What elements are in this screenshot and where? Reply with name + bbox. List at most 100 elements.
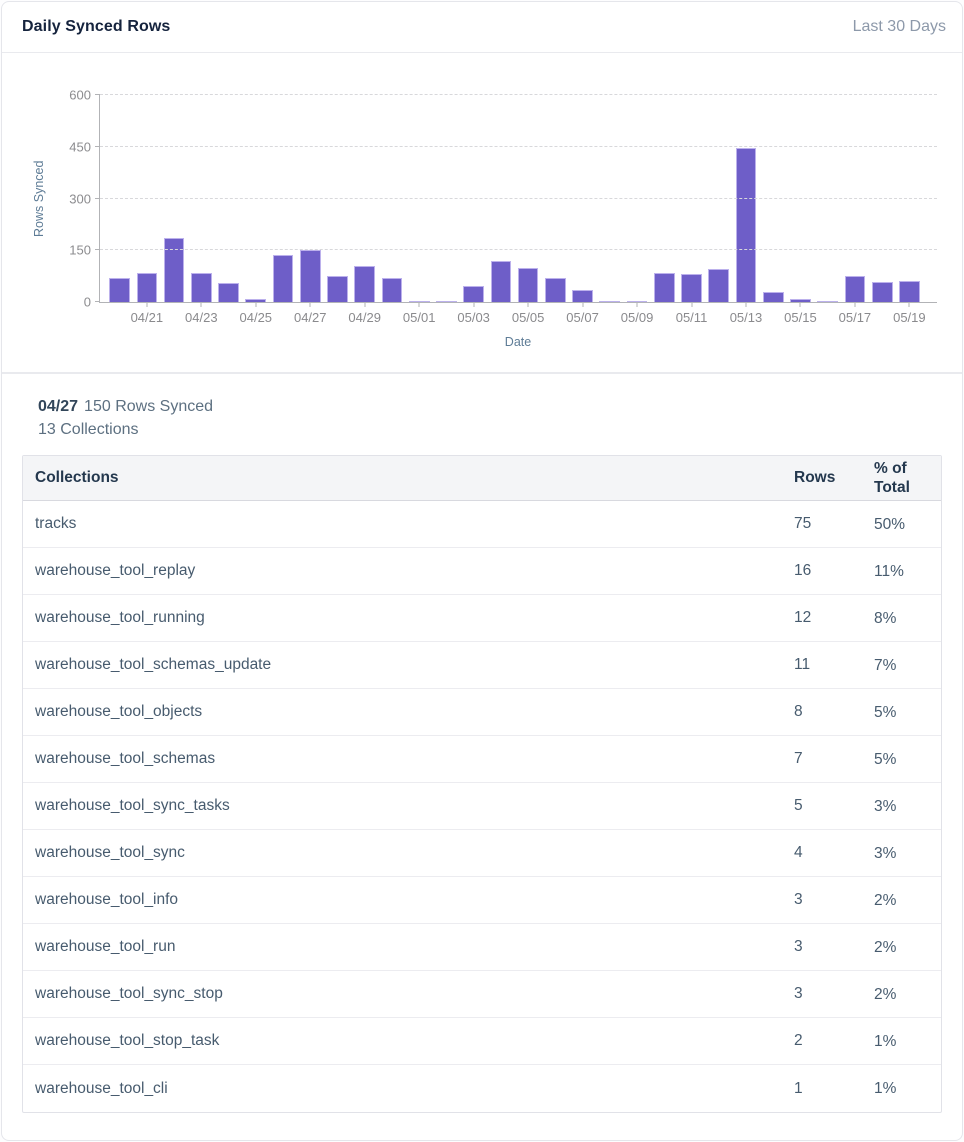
bar-05-03[interactable]: [463, 286, 484, 302]
x-tick-label: 05/11: [675, 310, 708, 325]
selected-date: 04/27: [38, 398, 79, 415]
table-row: warehouse_tool_sync 4 3%: [23, 830, 941, 877]
bar-slot-05-03: [460, 95, 487, 302]
rows-synced-bar-chart: Rows Synced 04/21 04/23 04/25 04/27 04/29 05/…: [2, 53, 962, 374]
bar-slot-04-30: [378, 95, 405, 302]
table-row: warehouse_tool_run 3 2%: [23, 924, 941, 971]
collection-name-cell: warehouse_tool_cli: [35, 1079, 168, 1097]
bar-04-25[interactable]: [245, 298, 267, 302]
bar-04-20[interactable]: [109, 277, 130, 302]
collection-name-cell: warehouse_tool_replay: [35, 562, 196, 579]
collection-name-cell: warehouse_tool_running: [35, 609, 205, 626]
x-axis-label: Date: [504, 335, 532, 349]
bar-slot-05-08: [596, 95, 623, 302]
chart-plot-area: 04/21 04/23 04/25 04/27 04/29 05/01 05/03 05/05…: [69, 88, 937, 325]
collections-table: Collections Rows % of Total tracks 75 50% w…: [22, 455, 942, 1113]
bar-slot-05-17: [841, 95, 868, 302]
table-row: warehouse_tool_replay 16 11%: [23, 548, 941, 595]
collection-name-cell: warehouse_tool_sync: [35, 844, 185, 861]
bar-05-13[interactable]: [735, 148, 757, 302]
bar-04-23[interactable]: [190, 272, 212, 302]
x-tick-mark: [582, 302, 584, 307]
pct-cell: 3%: [874, 844, 897, 862]
x-tick-mark: [364, 302, 366, 307]
bar-slot-05-09: [623, 95, 650, 302]
collection-name-cell: warehouse_tool_info: [35, 891, 179, 908]
collection-name-cell: warehouse_tool_schemas: [35, 750, 216, 767]
bar-05-08[interactable]: [599, 301, 621, 302]
bar-05-02[interactable]: [436, 301, 457, 302]
bar-05-07[interactable]: [572, 289, 593, 302]
bar-05-12[interactable]: [708, 269, 730, 302]
bar-slot-05-02: [433, 95, 460, 302]
collection-name-cell: warehouse_tool_objects: [35, 703, 203, 720]
rows-cell: 5: [794, 797, 803, 814]
bar-slot-04-28: [324, 95, 351, 302]
bar-slot-05-05: [515, 95, 542, 302]
bar-05-15[interactable]: [790, 299, 811, 302]
x-tick-label: 04/25: [239, 310, 273, 325]
x-tick-label: 05/09: [620, 310, 654, 325]
bar-04-26[interactable]: [272, 255, 294, 302]
bar-05-01[interactable]: [408, 301, 430, 302]
rows-cell: 3: [794, 985, 803, 1002]
collection-name-cell: warehouse_tool_run: [35, 938, 176, 955]
bar-05-06[interactable]: [545, 277, 566, 302]
bar-05-04[interactable]: [490, 260, 512, 302]
bar-slot-05-11: [678, 95, 705, 302]
bar-04-24[interactable]: [218, 283, 239, 302]
rows-cell: 4: [794, 844, 803, 861]
table-row: warehouse_tool_running 12 8%: [23, 595, 941, 642]
column-header-collections: Collections: [35, 469, 119, 486]
table-row: warehouse_tool_objects 8 5%: [23, 689, 941, 736]
bar-slot-05-01: [406, 95, 433, 302]
x-tick-mark: [908, 302, 910, 307]
bar-05-19[interactable]: [899, 281, 920, 302]
table-row: warehouse_tool_schemas_update 11 7%: [23, 642, 941, 689]
selected-day-details: 04/27 150 Rows Synced 13 Collections: [2, 374, 962, 441]
x-tick-mark: [691, 302, 693, 307]
bars-container: [106, 95, 923, 302]
bar-05-11[interactable]: [681, 274, 702, 302]
table-row: warehouse_tool_sync_tasks 5 3%: [23, 783, 941, 830]
bar-05-10[interactable]: [653, 272, 675, 302]
collection-name-cell: warehouse_tool_sync_stop: [35, 985, 223, 1002]
bar-slot-05-07: [569, 95, 596, 302]
bar-05-16[interactable]: [817, 301, 839, 302]
bar-04-21[interactable]: [136, 272, 158, 302]
bar-04-27[interactable]: [299, 250, 321, 302]
rows-cell: 16: [794, 562, 812, 579]
bar-slot-04-22: [160, 95, 187, 302]
gridline-450: [100, 145, 937, 147]
bar-slot-05-12: [705, 95, 732, 302]
bar-slot-04-20: [106, 95, 133, 302]
y-tick-label: 300: [69, 191, 91, 206]
rows-cell: 3: [794, 891, 803, 908]
x-tick-mark: [527, 302, 529, 307]
x-tick-mark: [309, 302, 311, 307]
bar-slot-05-14: [760, 95, 787, 302]
collection-name-cell: tracks: [35, 515, 77, 532]
bar-05-09[interactable]: [626, 301, 648, 302]
panel-title: Daily Synced Rows: [22, 18, 171, 35]
y-axis-label: Rows Synced: [32, 160, 46, 238]
y-tick-label: 150: [69, 242, 91, 258]
pct-cell: 2%: [874, 891, 897, 909]
bar-slot-04-24: [215, 95, 242, 302]
bar-04-30[interactable]: [381, 277, 403, 302]
bar-04-22[interactable]: [163, 238, 185, 302]
x-tick-label: 05/13: [729, 310, 763, 325]
x-tick-mark: [418, 302, 420, 307]
bar-05-14[interactable]: [762, 291, 784, 302]
bar-05-05[interactable]: [517, 267, 539, 302]
bar-04-28[interactable]: [327, 276, 348, 302]
table-row: warehouse_tool_schemas 7 5%: [23, 736, 941, 783]
x-tick-label: 05/05: [511, 310, 545, 325]
bar-04-29[interactable]: [354, 265, 376, 302]
bar-05-18[interactable]: [871, 282, 893, 302]
pct-cell: 7%: [874, 656, 897, 674]
pct-cell: 5%: [874, 703, 897, 721]
pct-cell: 2%: [874, 985, 897, 1003]
bar-05-17[interactable]: [844, 276, 866, 302]
y-tick-mark: [95, 145, 100, 147]
